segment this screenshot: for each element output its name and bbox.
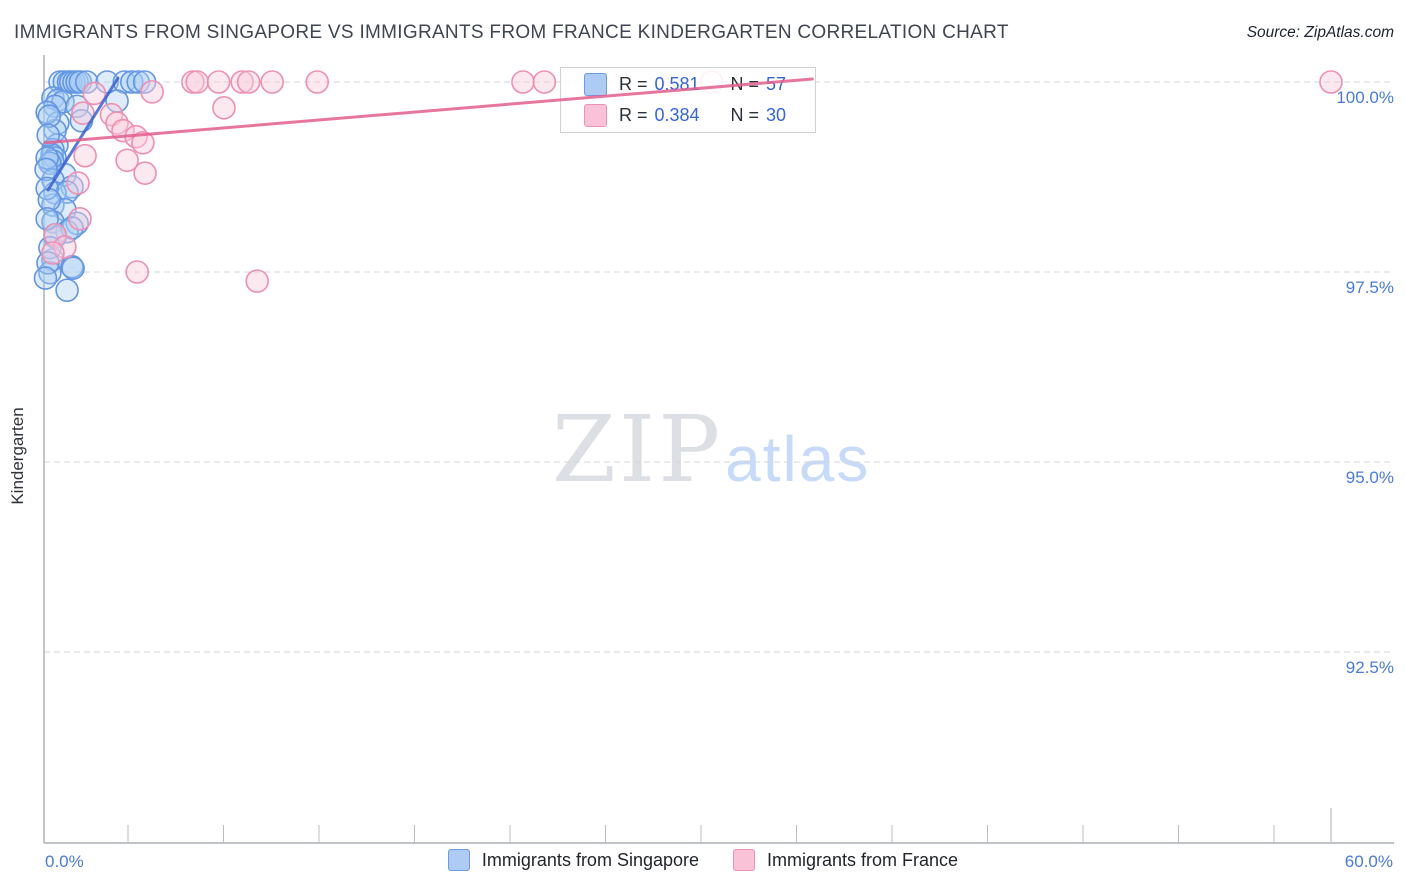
x-tick-label: 60.0% xyxy=(1344,852,1393,871)
scatter-point-france xyxy=(66,171,90,195)
scatter-point-france xyxy=(236,70,261,94)
scatter-point-france xyxy=(131,131,155,155)
scatter-point-france xyxy=(532,70,557,94)
stats-row-singapore: R = 0.581 N = 57 xyxy=(584,71,815,99)
scatter-point-france xyxy=(68,207,92,231)
page-title: IMMIGRANTS FROM SINGAPORE VS IMMIGRANTS … xyxy=(14,22,1009,43)
y-tick-label: 92.5% xyxy=(1345,658,1394,677)
r-label: R = xyxy=(619,105,648,125)
legend-item-singapore: Immigrants from Singapore xyxy=(447,849,700,871)
france-legend-swatch xyxy=(584,104,607,127)
scatter-point-singapore xyxy=(55,278,79,303)
n-value-france: 30 xyxy=(766,105,787,125)
scatter-point-france xyxy=(125,260,149,284)
scatter-point-france xyxy=(140,80,164,104)
legend-label-france: Immigrants from France xyxy=(767,849,959,870)
y-tick-label: 100.0% xyxy=(1336,88,1394,107)
singapore-legend-swatch xyxy=(447,849,470,871)
r-label: R = xyxy=(619,74,648,94)
scatter-point-france xyxy=(133,161,157,185)
r-value-singapore: 0.581 xyxy=(654,74,700,94)
correlation-stats-box: R = 0.581 N = 57 R = 0.384 N = 30 xyxy=(560,67,816,133)
scatter-point-france xyxy=(305,70,329,94)
scatter-point-france xyxy=(511,70,535,94)
scatter-point-france xyxy=(1319,70,1343,94)
legend-item-france: Immigrants from France xyxy=(733,849,958,871)
legend-label-singapore: Immigrants from Singapore xyxy=(481,849,700,870)
source-attribution: Source: ZipAtlas.com xyxy=(1246,24,1394,41)
scatter-point-france xyxy=(41,241,65,265)
r-value-france: 0.384 xyxy=(654,105,700,125)
n-value-singapore: 57 xyxy=(766,74,787,94)
y-tick-label: 97.5% xyxy=(1345,278,1394,297)
scatter-point-france xyxy=(73,143,97,168)
scatter-point-france xyxy=(53,235,77,259)
scatter-point-france xyxy=(260,70,284,94)
scatter-point-france xyxy=(185,70,209,94)
y-tick-label: 95.0% xyxy=(1345,468,1394,487)
stats-row-france: R = 0.384 N = 30 xyxy=(584,102,815,130)
scatter-point-singapore xyxy=(36,123,61,147)
singapore-legend-swatch xyxy=(584,73,607,96)
scatter-point-singapore xyxy=(33,266,58,290)
scatter-point-france xyxy=(43,222,67,247)
scatter-point-france xyxy=(212,96,236,120)
scatter-point-france xyxy=(245,269,269,293)
france-legend-swatch xyxy=(733,849,756,871)
scatter-point-france xyxy=(82,81,107,106)
scatter-point-france xyxy=(71,101,95,125)
n-label: N = xyxy=(730,105,760,125)
x-tick-label: 0.0% xyxy=(45,852,84,871)
n-label: N = xyxy=(730,74,760,94)
scatter-point-france xyxy=(206,70,231,94)
series-legend: Immigrants from Singapore Immigrants fro… xyxy=(0,849,1406,871)
scatter-point-singapore xyxy=(61,256,85,281)
